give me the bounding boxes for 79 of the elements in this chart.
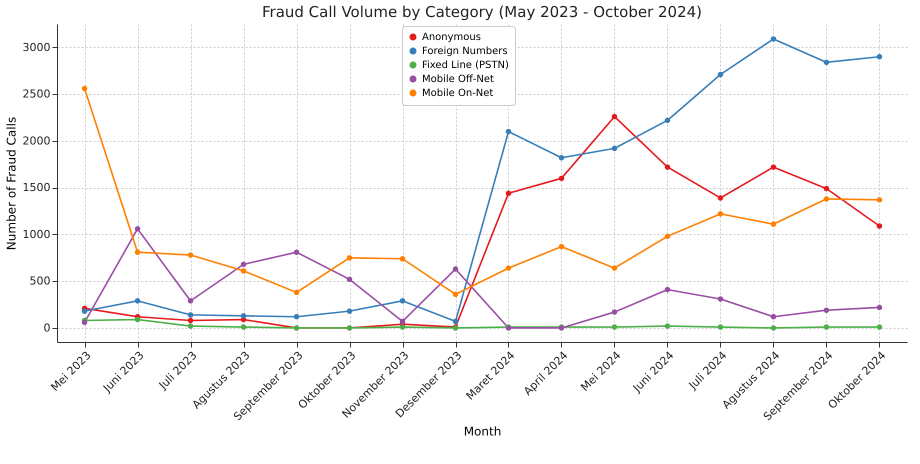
point	[400, 324, 406, 330]
point	[506, 265, 512, 271]
point	[188, 318, 194, 324]
point	[770, 164, 776, 170]
point	[134, 249, 140, 255]
point	[718, 72, 724, 78]
point	[824, 324, 830, 330]
chart-title: Fraud Call Volume by Category (May 2023 - October 2024)	[262, 3, 702, 21]
point	[824, 186, 830, 192]
point	[876, 324, 882, 330]
point	[770, 221, 776, 227]
point	[188, 323, 194, 329]
point	[134, 316, 140, 322]
point	[876, 197, 882, 203]
point	[188, 298, 194, 304]
point	[770, 325, 776, 331]
point	[188, 252, 194, 258]
point	[664, 323, 670, 329]
y-tick-label: 1000	[22, 228, 50, 241]
point	[240, 268, 246, 274]
y-tick-label: 0	[44, 321, 50, 334]
y-tick-label: 3000	[22, 40, 50, 54]
point	[612, 146, 618, 152]
point	[770, 314, 776, 320]
point	[824, 196, 830, 202]
point	[664, 164, 670, 170]
y-tick-label: 1500	[22, 181, 50, 194]
point	[400, 256, 406, 262]
point	[294, 314, 300, 320]
point	[452, 318, 458, 324]
point	[452, 266, 458, 272]
point	[240, 324, 246, 330]
legend-label: Fixed Line (PSTN)	[422, 60, 509, 71]
point	[824, 60, 830, 66]
point	[506, 190, 512, 196]
point	[294, 290, 300, 296]
point	[876, 304, 882, 310]
point	[240, 313, 246, 319]
point	[876, 223, 882, 229]
x-axis-title: Month	[464, 424, 502, 439]
point	[718, 195, 724, 201]
point	[400, 298, 406, 304]
y-tick-label: 500	[30, 274, 50, 288]
point	[134, 298, 140, 304]
point	[664, 118, 670, 124]
point	[824, 307, 830, 313]
point	[770, 36, 776, 42]
point	[294, 249, 300, 255]
point	[612, 324, 618, 330]
y-tick-label: 2000	[22, 134, 50, 148]
point	[612, 309, 618, 315]
point	[664, 234, 670, 240]
point	[400, 318, 406, 324]
legend-label: Foreign Numbers	[422, 46, 508, 57]
point	[188, 312, 194, 318]
legend-label: Mobile On-Net	[422, 88, 494, 99]
point	[346, 308, 352, 314]
point	[718, 296, 724, 302]
point	[82, 308, 88, 314]
point	[506, 128, 512, 134]
point	[558, 244, 564, 250]
point	[134, 226, 140, 232]
point	[82, 86, 88, 92]
y-tick-label: 2500	[22, 88, 50, 101]
point	[452, 292, 458, 298]
point	[664, 286, 670, 292]
point	[346, 276, 352, 282]
point	[558, 176, 564, 182]
y-axis-title: Number of Fraud Calls	[4, 116, 19, 250]
point	[558, 155, 564, 160]
point	[718, 324, 724, 330]
point	[612, 265, 618, 271]
legend-label: Anonymous	[422, 32, 481, 43]
point	[612, 114, 618, 120]
legend-label: Mobile Off-Net	[422, 74, 494, 85]
point	[240, 262, 246, 268]
point	[876, 54, 882, 60]
point	[346, 255, 352, 261]
point	[718, 211, 724, 217]
